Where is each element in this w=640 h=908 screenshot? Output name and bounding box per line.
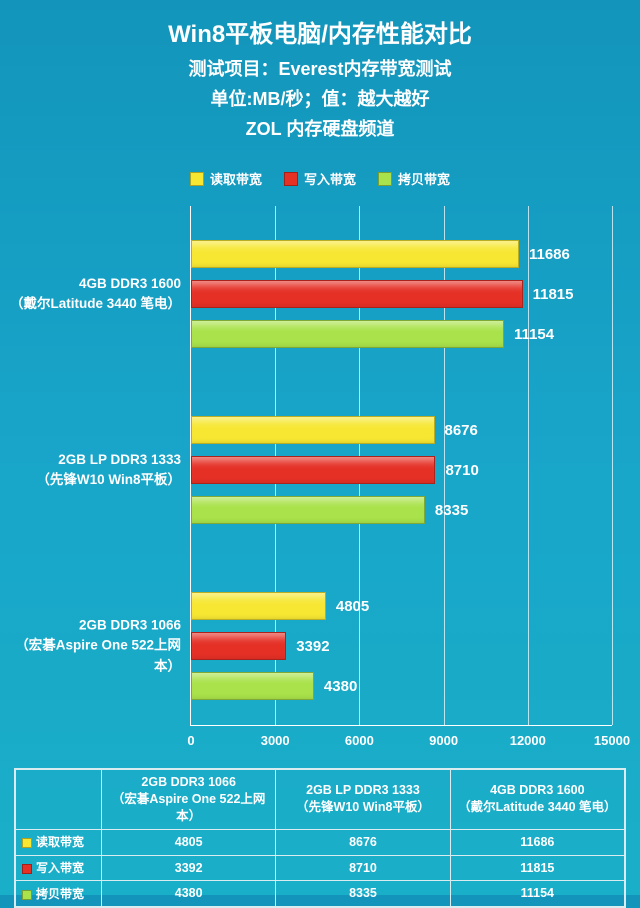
bar-value-label: 8710 [435, 456, 478, 484]
table-row: 写入带宽 3392871011815 [16, 855, 625, 881]
table-corner [16, 770, 102, 830]
table-row-label: 写入带宽 [36, 861, 84, 875]
chart-header: Win8平板电脑/内存性能对比 测试项目：Everest内存带宽测试 单位:MB… [0, 0, 640, 141]
bar-row: 11154 [191, 320, 612, 348]
bar-row: 3392 [191, 632, 612, 660]
bar-value-label: 11686 [519, 240, 570, 268]
table-cell: 8335 [276, 881, 450, 907]
table-column-header: 2GB DDR3 1066（宏碁Aspire One 522上网本） [102, 770, 276, 830]
legend-item: 写入带宽 [284, 169, 356, 188]
table-row-label: 读取带宽 [36, 835, 84, 849]
bar [191, 240, 519, 268]
legend-label: 读取带宽 [210, 169, 262, 188]
bar-row: 11815 [191, 280, 612, 308]
x-axis-tick-label: 0 [187, 733, 194, 748]
gridline [612, 206, 613, 725]
category-label: 4GB DDR3 1600（戴尔Latitude 3440 笔电） [9, 274, 191, 315]
bar-value-label: 8335 [425, 496, 468, 524]
x-axis-tick-label: 12000 [510, 733, 546, 748]
chart-plot-area: 030006000900012000150004GB DDR3 1600（戴尔L… [190, 206, 612, 726]
chart-subtitle-1: 测试项目：Everest内存带宽测试 [0, 55, 640, 81]
x-axis-tick-label: 3000 [261, 733, 290, 748]
bar [191, 672, 314, 700]
x-axis-tick-label: 15000 [594, 733, 630, 748]
bar-row: 8710 [191, 456, 612, 484]
table-row: 读取带宽 4805867611686 [16, 829, 625, 855]
table-row: 拷贝带宽 4380833511154 [16, 881, 625, 907]
legend-item: 拷贝带宽 [378, 169, 450, 188]
legend-swatch [284, 172, 298, 186]
bar-value-label: 3392 [286, 632, 329, 660]
bar [191, 632, 286, 660]
chart-subtitle-2: 单位:MB/秒；值：越大越好 [0, 85, 640, 111]
bar-row: 4380 [191, 672, 612, 700]
bar-row: 8676 [191, 416, 612, 444]
table-row-header: 读取带宽 [16, 829, 102, 855]
bar [191, 592, 326, 620]
table-column-header: 4GB DDR3 1600（戴尔Latitude 3440 笔电） [450, 770, 624, 830]
table-row-label: 拷贝带宽 [36, 887, 84, 901]
bar-row: 8335 [191, 496, 612, 524]
bar-value-label: 4380 [314, 672, 357, 700]
x-axis-tick-label: 9000 [429, 733, 458, 748]
table-swatch [22, 838, 32, 848]
legend: 读取带宽 写入带宽 拷贝带宽 [0, 169, 640, 188]
data-table: 2GB DDR3 1066（宏碁Aspire One 522上网本）2GB LP… [14, 768, 626, 908]
bar [191, 496, 425, 524]
legend-swatch [378, 172, 392, 186]
bar-group: 2GB DDR3 1066（宏碁Aspire One 522上网本）480533… [191, 592, 612, 700]
table-cell: 8710 [276, 855, 450, 881]
bar [191, 320, 504, 348]
bar-row: 4805 [191, 592, 612, 620]
table-cell: 11815 [450, 855, 624, 881]
legend-label: 写入带宽 [304, 169, 356, 188]
bar-value-label: 11154 [504, 320, 554, 348]
bar-group: 4GB DDR3 1600（戴尔Latitude 3440 笔电）1168611… [191, 240, 612, 348]
table-cell: 3392 [102, 855, 276, 881]
table-cell: 4380 [102, 881, 276, 907]
bar-value-label: 8676 [435, 416, 478, 444]
table-column-header: 2GB LP DDR3 1333（先锋W10 Win8平板） [276, 770, 450, 830]
legend-item: 读取带宽 [190, 169, 262, 188]
x-axis-tick-label: 6000 [345, 733, 374, 748]
chart-title: Win8平板电脑/内存性能对比 [0, 14, 640, 49]
legend-label: 拷贝带宽 [398, 169, 450, 188]
bar-value-label: 4805 [326, 592, 369, 620]
category-label: 2GB DDR3 1066（宏碁Aspire One 522上网本） [9, 616, 191, 677]
table-swatch [22, 864, 32, 874]
legend-swatch [190, 172, 204, 186]
bar-value-label: 11815 [523, 280, 574, 308]
bar [191, 280, 523, 308]
chart-subtitle-3: ZOL 内存硬盘频道 [0, 115, 640, 141]
table-cell: 11154 [450, 881, 624, 907]
category-label: 2GB LP DDR3 1333（先锋W10 Win8平板） [9, 450, 191, 491]
bar [191, 416, 435, 444]
table-cell: 4805 [102, 829, 276, 855]
table-cell: 8676 [276, 829, 450, 855]
table-cell: 11686 [450, 829, 624, 855]
table-row-header: 写入带宽 [16, 855, 102, 881]
bar-row: 11686 [191, 240, 612, 268]
bar [191, 456, 435, 484]
table-row-header: 拷贝带宽 [16, 881, 102, 907]
bar-group: 2GB LP DDR3 1333（先锋W10 Win8平板）8676871083… [191, 416, 612, 524]
